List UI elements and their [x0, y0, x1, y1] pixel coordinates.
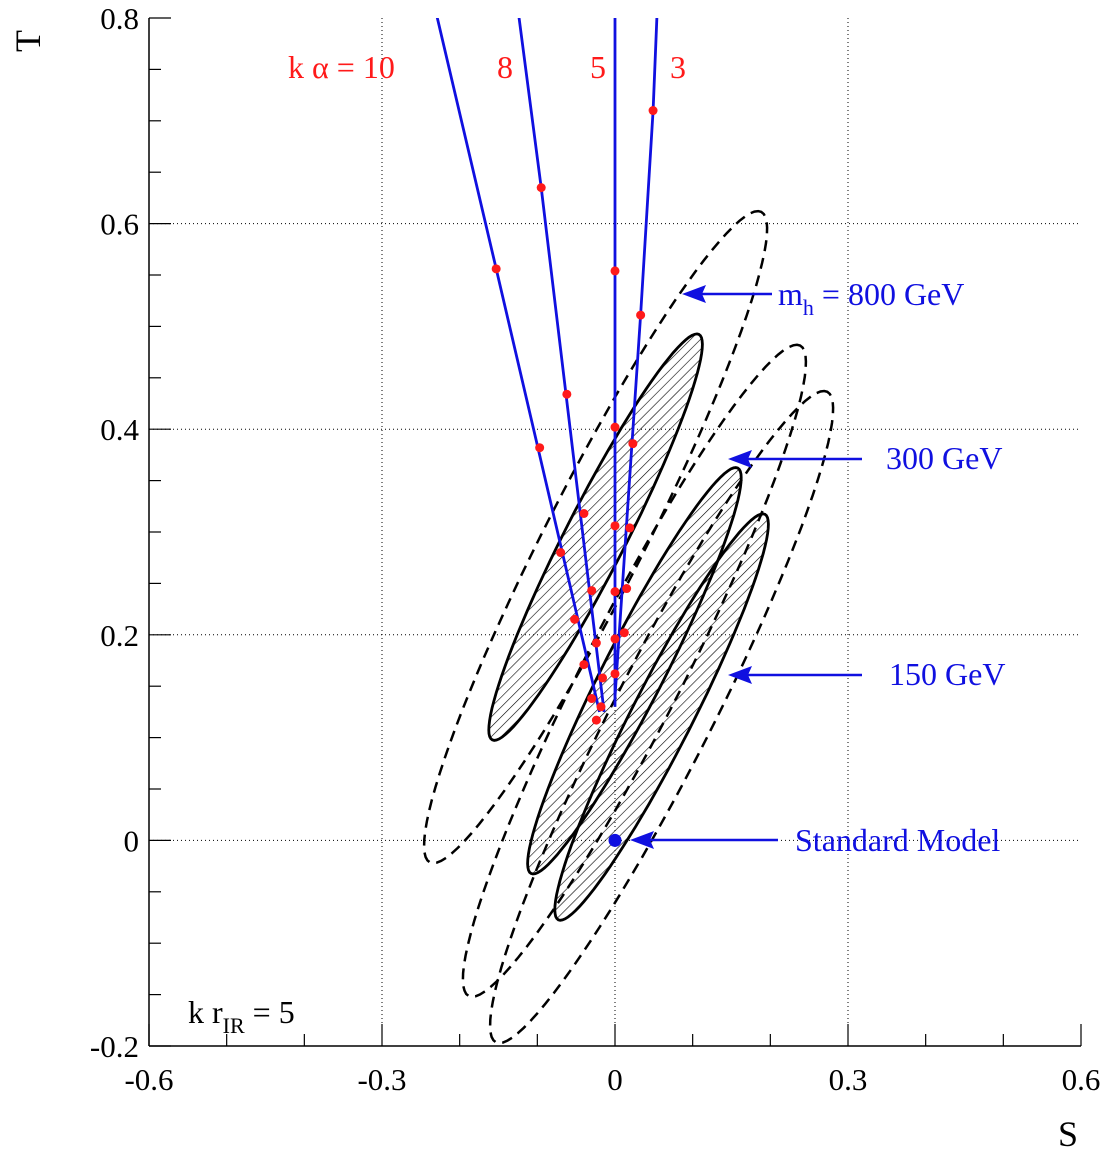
ellipse-inner: [553, 512, 770, 922]
mh-300-label: 300 GeV: [886, 440, 1002, 476]
y-tick-label: 0: [124, 823, 140, 858]
curve-point: [591, 715, 601, 725]
curve-line: [435, 18, 601, 713]
curve-line: [613, 18, 659, 697]
curve-point: [579, 660, 589, 670]
curve-point: [636, 310, 646, 320]
ellipses: [422, 209, 835, 1045]
curves: [435, 18, 659, 847]
ka-label-3: 3: [670, 49, 686, 85]
curve-point: [596, 702, 606, 712]
curve-point: [491, 264, 501, 274]
curve-point: [625, 523, 635, 533]
ellipse-outer: [422, 209, 769, 865]
curve-point: [570, 614, 580, 624]
standard-model-point: [608, 833, 622, 847]
curve-point: [610, 422, 620, 432]
curve-point: [587, 694, 597, 704]
y-tick-label: 0.4: [100, 412, 139, 447]
x-tick-label: -0.6: [124, 1062, 173, 1097]
ka-label-10: k α = 10: [288, 49, 395, 85]
curve-point: [535, 443, 545, 453]
arrows: [630, 285, 862, 849]
arrow-800-head: [682, 285, 706, 303]
standard-model-label: Standard Model: [795, 822, 1000, 858]
curve-point: [628, 439, 638, 449]
y-tick-label: 0.6: [100, 207, 139, 242]
curve-point: [619, 628, 629, 638]
arrow-150-head: [728, 666, 752, 684]
curve-point: [610, 634, 620, 644]
y-tick-label: -0.2: [90, 1029, 139, 1064]
curve-point: [610, 266, 620, 276]
ticks: -0.6 -0.3 0 0.3 0.6 -0.2 0 0.2 0.4 0.6 0.8: [90, 1, 1100, 1097]
ka-label-8: 8: [497, 49, 513, 85]
curve-point: [622, 584, 632, 594]
y-tick-label: 0.8: [100, 1, 139, 36]
curve-point: [587, 586, 597, 596]
x-tick-label: 0.6: [1062, 1062, 1101, 1097]
y-axis-title: T: [8, 30, 48, 52]
curve-point: [610, 669, 620, 679]
arrow-sm-head: [630, 831, 654, 849]
curve-point: [610, 521, 620, 531]
curve-point: [536, 183, 546, 193]
x-tick-label: 0: [607, 1062, 623, 1097]
x-tick-label: 0.3: [829, 1062, 868, 1097]
ellipse-inner: [487, 332, 704, 742]
curve-point: [648, 106, 658, 116]
x-axis-title: S: [1058, 1114, 1078, 1154]
ka-label-5: 5: [590, 49, 606, 85]
mh-150-label: 150 GeV: [889, 656, 1005, 692]
ellipse-outer: [488, 389, 835, 1045]
x-tick-label: -0.3: [357, 1062, 406, 1097]
curve-point: [598, 673, 608, 683]
curve-point: [610, 587, 620, 597]
grid: [149, 18, 1081, 1046]
y-tick-label: 0.2: [100, 618, 139, 653]
curve-point: [556, 548, 566, 558]
curve-point: [591, 638, 601, 648]
curve-point: [562, 389, 572, 399]
kr-ir-label: k rIR = 5: [188, 994, 295, 1038]
curve-point: [579, 508, 589, 518]
arrow-300-head: [728, 450, 752, 468]
mh-800-label: mh = 800 GeV: [778, 276, 964, 320]
